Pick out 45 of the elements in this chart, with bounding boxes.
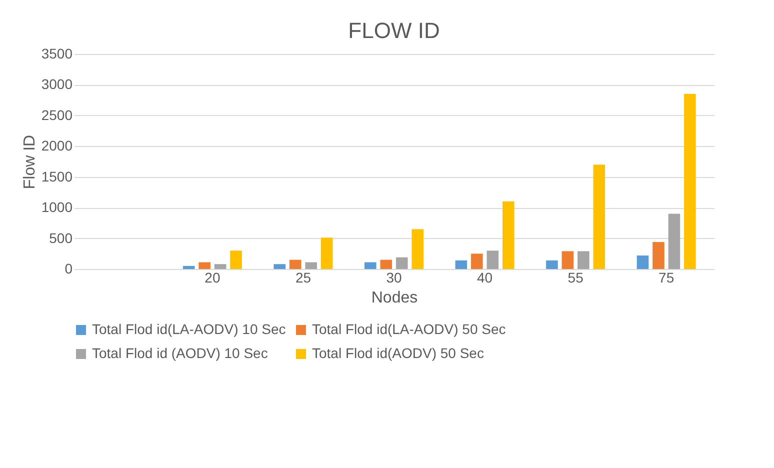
x-tick-label: 20: [204, 270, 220, 286]
bar: [652, 242, 664, 269]
x-tick-label: 25: [295, 270, 312, 286]
bar: [502, 201, 514, 269]
y-tick-label: 500: [49, 230, 73, 246]
y-tick-label: 1500: [41, 168, 73, 184]
bar: [578, 251, 590, 269]
bar: [593, 164, 606, 269]
x-axis-title: Nodes: [371, 290, 418, 306]
bar: [486, 250, 499, 269]
bar: [455, 260, 468, 269]
bar: [274, 264, 286, 269]
x-tick-label: 55: [568, 270, 584, 286]
legend-label: Total Flod id(LA-AODV) 10 Sec: [92, 321, 286, 337]
bar: [182, 266, 195, 269]
x-tick-label: 40: [476, 270, 493, 286]
y-tick-label: 2000: [41, 138, 73, 154]
bar: [380, 260, 392, 269]
legend-label: Total Flod id(LA-AODV) 50 Sec: [312, 321, 506, 337]
bar: [636, 255, 649, 269]
bar: [230, 250, 242, 269]
x-tick-label: 75: [658, 270, 674, 286]
bar: [546, 260, 558, 269]
bar: [305, 262, 317, 269]
y-axis-title: Flow ID: [21, 134, 38, 190]
bar: [471, 254, 483, 269]
bar: [320, 238, 333, 269]
legend-label: Total Flod id (AODV) 10 Sec: [92, 345, 268, 361]
legend-label: Total Flod id(AODV) 50 Sec: [312, 345, 484, 361]
bar: [364, 262, 376, 269]
bar: [214, 264, 226, 269]
bar: [198, 262, 210, 269]
chart-title: FLOW ID: [348, 18, 440, 43]
y-tick-label: 0: [64, 260, 73, 276]
y-tick-label: 1000: [41, 199, 73, 216]
bar: [412, 229, 424, 269]
bar: [289, 260, 302, 269]
y-tick-label: 3500: [41, 46, 73, 62]
bar: [396, 257, 408, 269]
y-tick-label: 2500: [41, 106, 73, 123]
bar: [562, 251, 574, 269]
bar: [684, 94, 696, 269]
x-tick-label: 30: [386, 270, 402, 286]
y-tick-label: 3000: [41, 76, 73, 92]
bar: [668, 214, 680, 269]
